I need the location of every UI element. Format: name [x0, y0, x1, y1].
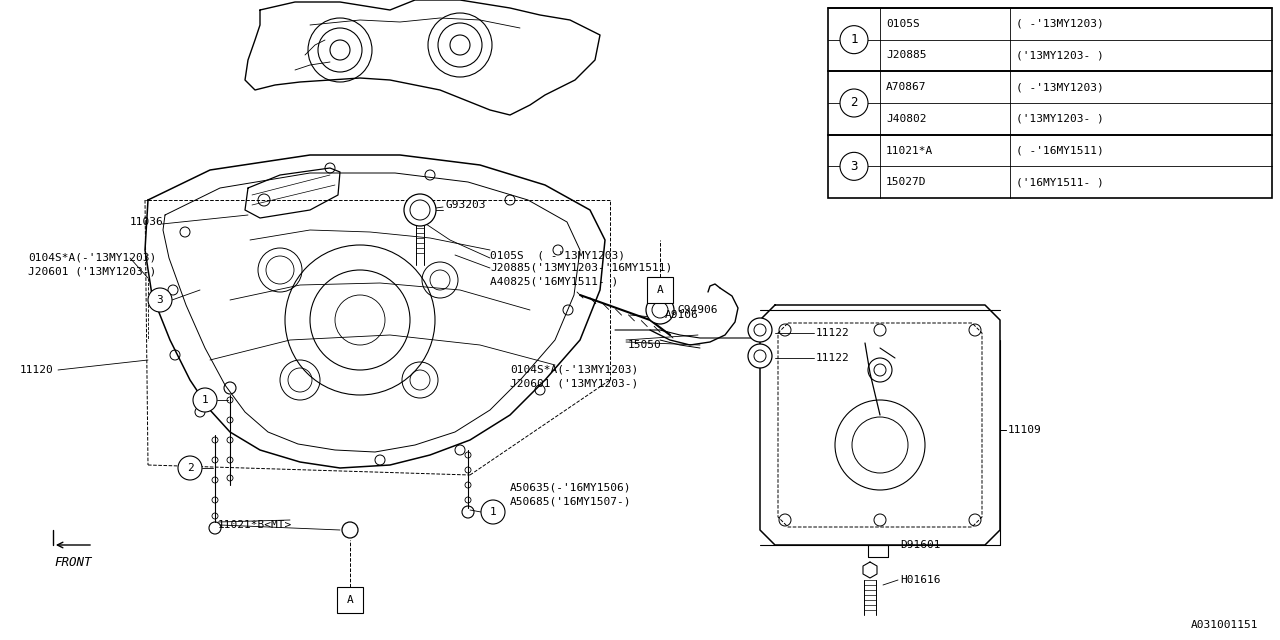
Text: 11122: 11122	[817, 353, 850, 363]
Text: 3: 3	[156, 295, 164, 305]
Text: FRONT: FRONT	[54, 557, 92, 570]
Text: ('13MY1203- ): ('13MY1203- )	[1016, 51, 1103, 61]
Text: A50685('16MY1507-): A50685('16MY1507-)	[509, 496, 631, 506]
Text: 11021*A: 11021*A	[886, 145, 933, 156]
Text: 11021*B<MT>: 11021*B<MT>	[218, 520, 292, 530]
Text: 3: 3	[850, 160, 858, 173]
Circle shape	[646, 296, 675, 324]
Circle shape	[178, 456, 202, 480]
Text: 0105S  ( -'13MY1203): 0105S ( -'13MY1203)	[490, 250, 625, 260]
Text: A70867: A70867	[886, 82, 927, 92]
Circle shape	[840, 89, 868, 117]
Text: A: A	[347, 595, 353, 605]
Text: 11109: 11109	[1009, 425, 1042, 435]
Text: H01616: H01616	[900, 575, 941, 585]
Circle shape	[840, 152, 868, 180]
Text: 2: 2	[187, 463, 193, 473]
Text: A: A	[657, 285, 663, 295]
Circle shape	[840, 26, 868, 54]
Text: J40802: J40802	[886, 114, 927, 124]
Text: 0104S*A(-'13MY1203): 0104S*A(-'13MY1203)	[509, 365, 639, 375]
Text: ( -'16MY1511): ( -'16MY1511)	[1016, 145, 1103, 156]
Text: A40825('16MY1511- ): A40825('16MY1511- )	[490, 276, 618, 286]
Text: 1: 1	[850, 33, 858, 46]
Text: G93203: G93203	[445, 200, 485, 210]
Circle shape	[481, 500, 506, 524]
Text: 2: 2	[850, 97, 858, 109]
Text: 11122: 11122	[817, 328, 850, 338]
Text: 11120: 11120	[20, 365, 54, 375]
Text: 0104S*A(-'13MY1203): 0104S*A(-'13MY1203)	[28, 253, 156, 263]
Text: 15027D: 15027D	[886, 177, 927, 187]
Text: D91601: D91601	[900, 540, 941, 550]
Text: 0105S: 0105S	[886, 19, 920, 29]
Bar	[646, 277, 673, 303]
Text: 15050: 15050	[628, 340, 662, 350]
Text: ( -'13MY1203): ( -'13MY1203)	[1016, 19, 1103, 29]
Circle shape	[748, 344, 772, 368]
Bar	[828, 8, 1272, 198]
Text: 1: 1	[490, 507, 497, 517]
Text: 1: 1	[202, 395, 209, 405]
Text: 11036: 11036	[131, 217, 164, 227]
Circle shape	[748, 318, 772, 342]
Text: ('16MY1511- ): ('16MY1511- )	[1016, 177, 1103, 187]
Text: G94906: G94906	[677, 305, 718, 315]
Bar	[337, 587, 364, 613]
Text: ( -'13MY1203): ( -'13MY1203)	[1016, 82, 1103, 92]
Circle shape	[193, 388, 218, 412]
Text: J20885('13MY1203-'16MY1511): J20885('13MY1203-'16MY1511)	[490, 263, 672, 273]
Text: J20601 ('13MY1203-): J20601 ('13MY1203-)	[509, 378, 639, 388]
Text: A031001151: A031001151	[1190, 620, 1258, 630]
Text: ('13MY1203- ): ('13MY1203- )	[1016, 114, 1103, 124]
Circle shape	[342, 522, 358, 538]
Text: A50635(-'16MY1506): A50635(-'16MY1506)	[509, 483, 631, 493]
Text: J20885: J20885	[886, 51, 927, 61]
Text: J20601 ('13MY1203-): J20601 ('13MY1203-)	[28, 267, 156, 277]
Circle shape	[404, 194, 436, 226]
Circle shape	[148, 288, 172, 312]
Text: A9106: A9106	[666, 310, 699, 320]
